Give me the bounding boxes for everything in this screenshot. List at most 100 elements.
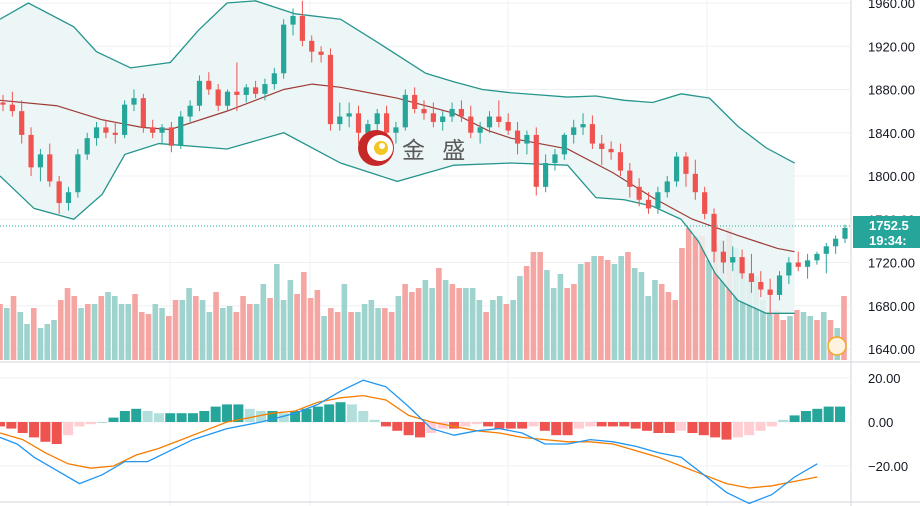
candle-body [468, 116, 474, 133]
candle-body [253, 87, 259, 94]
macd-histogram-bar [437, 422, 448, 429]
macd-histogram-bar [460, 422, 471, 427]
volume-bar [206, 312, 213, 360]
candle-body [486, 116, 493, 128]
candle-body [402, 94, 408, 128]
candle-body [449, 108, 455, 117]
candle-body [664, 181, 670, 193]
macd-histogram-bar [312, 406, 323, 422]
bollinger-fill [0, 0, 795, 314]
volume-bar [490, 300, 496, 360]
volume-bar [611, 264, 618, 360]
candle-body [458, 108, 465, 117]
volume-bar [496, 296, 503, 360]
price-axis-label: 1880.00 [868, 83, 915, 98]
volume-bar [652, 280, 658, 360]
volume-bar [672, 300, 678, 360]
volume-bar [274, 264, 280, 360]
volume-bar [301, 272, 307, 360]
macd-histogram-bar [596, 422, 607, 427]
macd-histogram-bar [778, 419, 789, 422]
candle-body [65, 192, 72, 204]
macd-histogram-bar [324, 404, 335, 422]
candle-body [683, 156, 689, 174]
macd-histogram-bar [517, 422, 528, 429]
volume-bar [226, 306, 233, 360]
bollinger-lower-line [0, 132, 795, 314]
candle-body [383, 113, 390, 133]
macd-axis-label: 20.00 [868, 371, 901, 386]
volume-bar [564, 288, 570, 360]
candle-body [627, 170, 633, 187]
volume-bar [125, 304, 132, 360]
volume-bar [537, 252, 543, 360]
candle-body [692, 173, 698, 193]
candle-body [543, 163, 549, 187]
price-axis-label: 1960.00 [868, 0, 915, 11]
macd-histogram-bar [528, 422, 539, 427]
macd-histogram-bar [346, 404, 357, 422]
volume-bar [105, 292, 111, 360]
volume-bar [348, 312, 354, 360]
volume-bar [726, 228, 733, 360]
volume-bar [800, 312, 807, 360]
candle-body [327, 54, 334, 125]
candle-body [346, 113, 352, 117]
candle-body [571, 127, 577, 135]
volume-bar [773, 310, 780, 360]
volume-bar [746, 280, 753, 360]
macd-histogram-bar [6, 422, 17, 429]
candle-body [589, 124, 595, 144]
volume-bar [91, 304, 98, 360]
macd-histogram-bar [471, 422, 482, 425]
volume-bar [260, 284, 267, 360]
macd-histogram-bar [0, 422, 5, 427]
candle-body [290, 15, 296, 25]
volume-bar [341, 284, 348, 360]
macd-histogram-bar [426, 422, 437, 433]
macd-histogram-bar [766, 422, 777, 427]
macd-histogram-bar [653, 422, 664, 433]
macd-histogram-bar [449, 422, 460, 429]
volume-bar [706, 260, 712, 360]
macd-histogram-bar [494, 422, 505, 429]
candle-body [842, 227, 848, 239]
volume-bar [402, 284, 408, 360]
volume-bar [98, 296, 105, 360]
candle-body [823, 246, 829, 254]
macd-histogram-bar [301, 408, 312, 422]
macd-histogram-bar [165, 413, 176, 422]
volume-bar [240, 296, 246, 360]
candle-body [365, 124, 371, 133]
volume-bar [449, 284, 456, 360]
macd-histogram-bar [97, 422, 108, 423]
candle-body [262, 84, 268, 94]
volume-bar [220, 308, 226, 360]
volume-bar [719, 240, 726, 360]
candle-body [412, 94, 418, 109]
volume-bar [753, 276, 760, 360]
watermark: 金 盛 [356, 128, 470, 168]
volume-bar [395, 296, 402, 360]
candle-body [393, 127, 399, 133]
candle-body [337, 116, 343, 125]
volume-bar [253, 304, 260, 360]
candle-body [552, 154, 558, 164]
volume-bar [247, 304, 253, 360]
volume-bar [712, 244, 719, 360]
candle-body [496, 116, 502, 122]
macd-histogram-bar [562, 422, 573, 436]
candle-body [93, 127, 100, 139]
macd-histogram-bar [63, 422, 74, 436]
volume-bar [429, 288, 435, 360]
volume-bar [787, 316, 793, 360]
price-axis-label: 1720.00 [868, 256, 915, 271]
candle-body [608, 148, 614, 153]
macd-histogram-bar [573, 422, 584, 429]
volume-bar [820, 312, 827, 360]
macd-histogram-bar [369, 419, 380, 422]
candle-body [758, 281, 764, 290]
macd-axis-label: 0.00 [868, 415, 893, 430]
